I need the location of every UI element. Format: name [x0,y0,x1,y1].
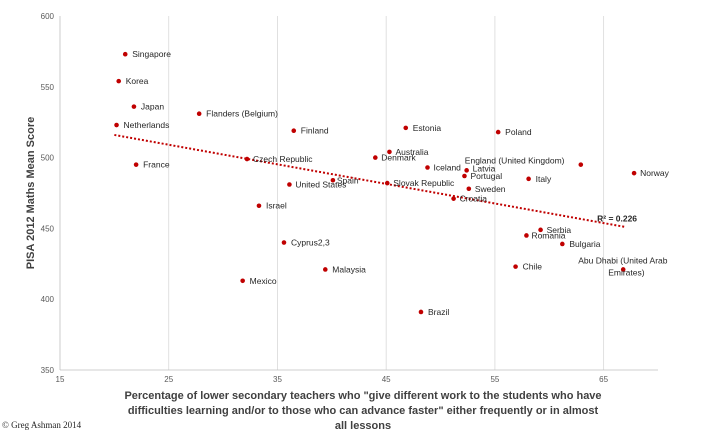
y-axis-label: PISA 2012 Maths Mean Score [25,117,37,269]
data-point [418,309,424,315]
data-point [122,51,128,57]
data-point [322,267,328,272]
data-point [387,149,392,155]
point-label: Australia [395,147,428,157]
trendline [114,133,626,228]
point-label: Italy [536,174,552,184]
y-tick-label: 600 [41,12,55,21]
point-label: Chile [523,262,543,272]
point-label: Romania [531,230,565,240]
data-point [384,180,390,186]
y-tick-label: 450 [41,224,55,233]
point-label: Serbia [547,225,572,235]
data-point [196,111,202,117]
data-point [240,278,245,284]
data-point [620,267,626,272]
y-tick-label: 400 [41,295,55,304]
point-label: Denmark [381,153,416,163]
data-point [513,264,518,269]
data-point [131,104,137,109]
r-squared-label: R² = 0.226 [597,213,637,223]
data-point [244,156,250,162]
data-point [495,129,501,135]
point-label: Norway [640,168,670,178]
point-label: Cyprus2,3 [291,238,330,248]
data-point [403,125,409,131]
point-label: Estonia [413,123,442,133]
data-point [291,128,297,133]
data-point [330,177,336,183]
data-point [281,240,287,245]
point-label: Netherlands [124,120,170,130]
point-label: Bulgaria [569,239,600,249]
point-label: Mexico [250,276,277,286]
data-point [256,203,262,209]
copyright-notice: © Greg Ashman 2014 [2,420,82,430]
data-point [373,155,378,160]
data-point [114,122,119,128]
point-label: Korea [126,76,149,86]
point-label: Emirates) [608,267,645,277]
x-tick-label: 45 [382,375,391,384]
point-label: Portugal [470,171,502,181]
point-label: Singapore [132,49,171,59]
x-tick-labels: 15 25 35 45 55 65 [56,375,609,384]
point-label: Czech Republic [253,154,313,164]
point-label: England (United Kingdom) [465,156,565,166]
point-label: Poland [505,127,532,137]
point-label: United States [295,180,346,190]
point-label: Spain [337,175,359,185]
point-label: Latvia [473,163,496,173]
point-label: Japan [141,102,164,112]
x-axis-label-line-1: Percentage of lower secondary teachers w… [124,390,601,402]
axes [59,16,658,371]
data-points [114,51,637,315]
data-point [451,196,456,201]
data-point [631,170,637,176]
point-label: Malaysia [332,264,366,274]
point-label: Finland [301,126,329,136]
point-label: Sweden [475,184,506,194]
x-tick-label: 65 [599,375,608,384]
data-point [462,173,467,179]
data-point [578,162,584,167]
point-label: Croatia [460,194,488,204]
data-point [425,165,430,170]
point-label: Iceland [433,163,461,173]
data-point [526,176,531,182]
point-labels: Singapore Korea Japan Flanders (Belgium) Net… [124,49,670,317]
data-point [464,168,469,173]
data-point [538,227,543,233]
data-point [287,182,292,187]
y-tick-label: 550 [41,83,55,92]
grid-lines [168,16,605,370]
point-label: Flanders (Belgium) [206,109,278,119]
point-label: Israel [266,201,287,211]
x-tick-label: 55 [490,375,499,384]
data-point [560,241,565,247]
x-axis-label-line-3: all lessons [335,420,391,432]
data-point [524,233,529,238]
data-point [116,78,122,84]
y-tick-label: 350 [41,366,55,375]
x-tick-label: 35 [273,375,282,384]
point-label: Slovak Republic [393,178,455,188]
point-label: Brazil [428,307,449,317]
point-label: France [143,160,170,170]
data-point [133,162,139,167]
data-point [466,186,472,192]
x-axis-label-line-2: difficulties learning and/or to those wh… [128,405,599,417]
y-tick-labels: 350 400 450 500 550 600 [41,12,55,375]
x-tick-label: 25 [164,375,173,384]
x-tick-label: 15 [56,375,65,384]
y-tick-label: 500 [41,154,55,163]
point-label: Abu Dhabi (United Arab [578,255,668,265]
